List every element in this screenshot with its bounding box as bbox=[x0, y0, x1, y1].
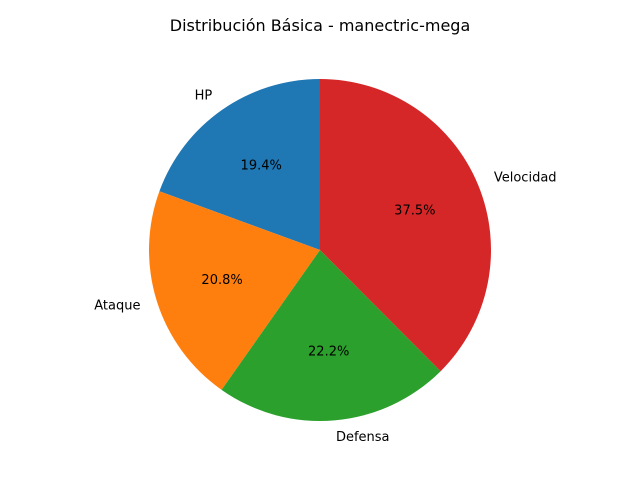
pie-slice-hp bbox=[159, 79, 320, 250]
slice-percent-ataque: 20.8% bbox=[201, 273, 242, 288]
slice-percent-defensa: 22.2% bbox=[308, 345, 349, 360]
pie-slice-defensa bbox=[221, 250, 441, 422]
pie-slice-ataque bbox=[149, 191, 320, 390]
slice-percent-hp: 19.4% bbox=[241, 158, 282, 173]
slice-label-ataque: Ataque bbox=[94, 299, 140, 314]
pie-slice-velocidad bbox=[320, 79, 491, 372]
slice-label-velocidad: Velocidad bbox=[494, 171, 557, 186]
pie-labels: HP 19.4% Ataque 20.8% Defensa 22.2% Velocidad 3… bbox=[94, 88, 556, 445]
chart-title: Distribución Básica - manectric-mega bbox=[170, 16, 471, 35]
slice-label-defensa: Defensa bbox=[336, 430, 390, 445]
pie-slices bbox=[149, 79, 491, 422]
slice-percent-velocidad: 37.5% bbox=[394, 203, 435, 218]
slice-label-hp: HP bbox=[195, 88, 213, 103]
